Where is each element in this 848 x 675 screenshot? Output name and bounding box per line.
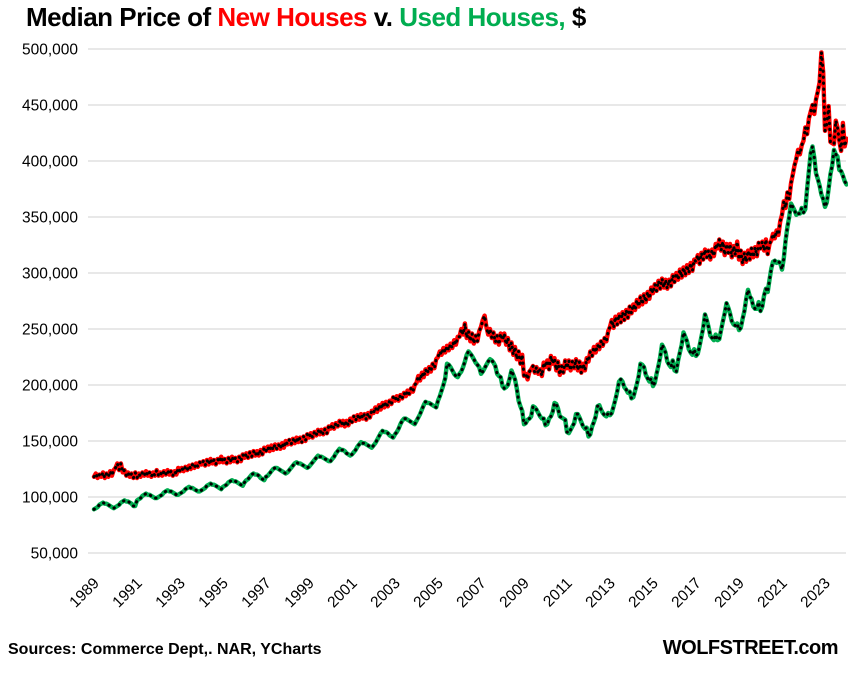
title-text-3: $ bbox=[565, 2, 586, 32]
x-axis-tick-label: 2017 bbox=[668, 575, 704, 611]
x-axis-tick-label: 2013 bbox=[582, 575, 618, 611]
x-axis-tick-label: 1997 bbox=[238, 575, 274, 611]
x-axis-tick-label: 2011 bbox=[540, 575, 576, 611]
x-axis-tick-label: 1995 bbox=[195, 575, 231, 611]
x-axis-tick-label: 2015 bbox=[625, 575, 661, 611]
y-axis-tick-label: 100,000 bbox=[22, 490, 78, 507]
title-text-1: Median Price of bbox=[26, 2, 218, 32]
used-houses-marker-dots bbox=[92, 144, 848, 511]
x-axis-tick-label: 2023 bbox=[797, 575, 833, 611]
new-houses-marker-dots bbox=[92, 50, 848, 480]
x-axis-tick-label: 2007 bbox=[453, 575, 489, 611]
title-new-houses-label: New Houses bbox=[217, 2, 367, 32]
wolfstreet-logo-text: WOLFSTREET.com bbox=[662, 637, 839, 659]
x-axis-tick-label: 1989 bbox=[66, 575, 102, 611]
title-text-2: v. bbox=[367, 2, 400, 32]
y-axis-tick-label: 250,000 bbox=[22, 322, 78, 339]
x-axis-tick-label: 2005 bbox=[410, 575, 446, 611]
new-houses-line bbox=[91, 50, 848, 481]
y-axis-tick-label: 400,000 bbox=[22, 154, 78, 171]
sources-note: Sources: Commerce Dept,. NAR, YCharts bbox=[8, 641, 322, 658]
x-axis-tick-label: 2003 bbox=[367, 575, 403, 611]
y-axis-tick-label: 50,000 bbox=[31, 546, 79, 563]
y-axis-tick-label: 300,000 bbox=[22, 266, 78, 283]
y-axis-tick-label: 500,000 bbox=[22, 42, 78, 59]
chart-title: Median Price of New Houses v. Used House… bbox=[26, 2, 586, 33]
x-axis-tick-label: 2021 bbox=[754, 575, 790, 611]
y-axis-tick-label: 150,000 bbox=[22, 434, 78, 451]
x-axis-tick-label: 1993 bbox=[152, 575, 188, 611]
x-axis-tick-label: 2001 bbox=[324, 575, 360, 611]
x-axis-tick-label: 1991 bbox=[109, 575, 145, 611]
x-axis-tick-label: 2009 bbox=[496, 575, 532, 611]
y-axis-tick-label: 350,000 bbox=[22, 210, 78, 227]
used-houses-line bbox=[91, 144, 848, 512]
y-axis-tick-label: 450,000 bbox=[22, 98, 78, 115]
x-axis-tick-label: 1999 bbox=[281, 575, 317, 611]
x-axis-tick-label: 2019 bbox=[711, 575, 747, 611]
title-used-houses-label: Used Houses, bbox=[399, 2, 566, 32]
y-axis-tick-label: 200,000 bbox=[22, 378, 78, 395]
